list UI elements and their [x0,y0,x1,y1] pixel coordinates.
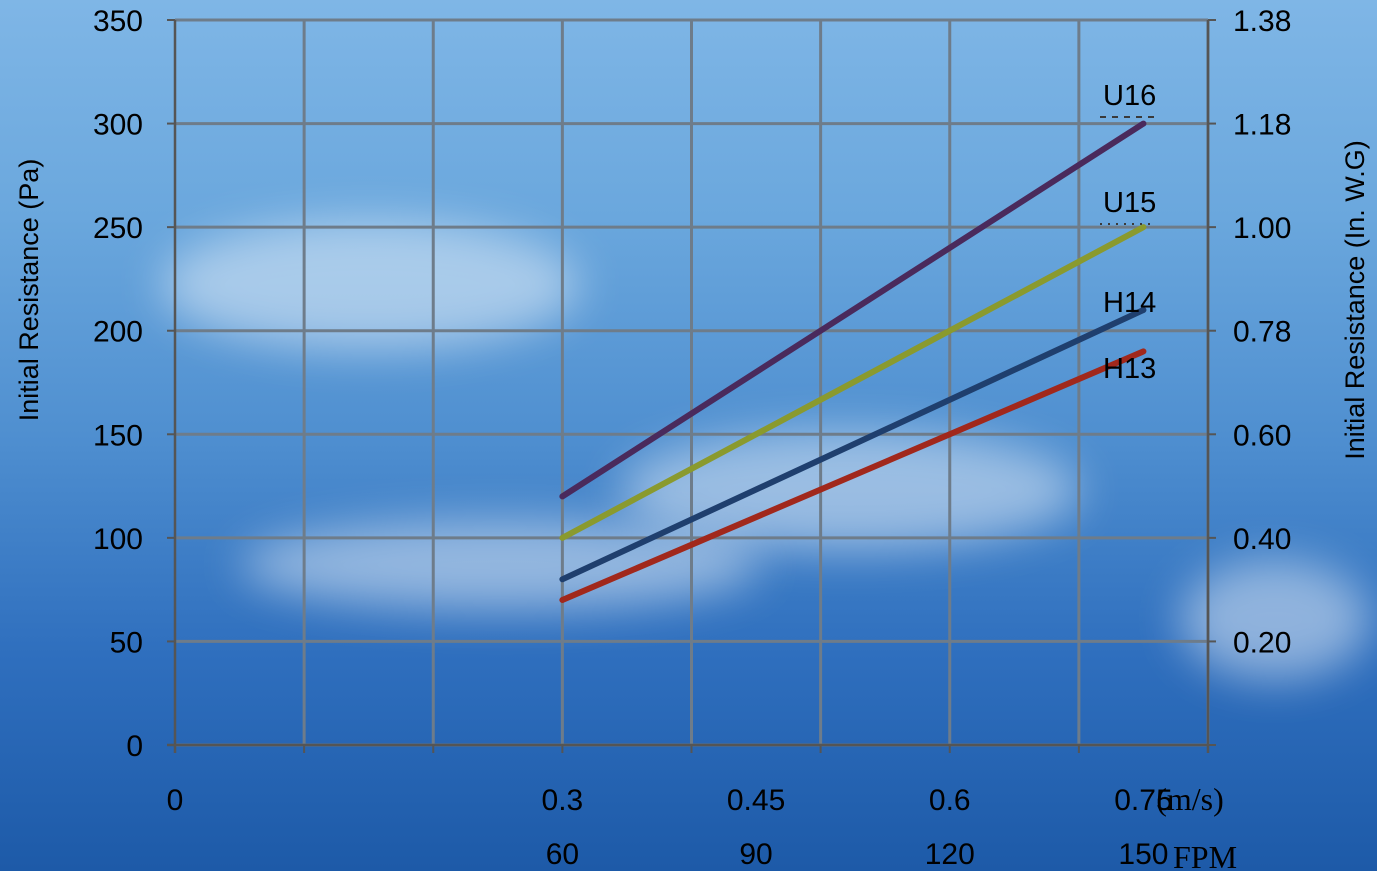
y-tick-label: 0 [126,730,143,763]
x-tick-label: 0.75 [1114,784,1172,817]
y-tick-label: 250 [93,212,143,245]
background-cloud [1180,560,1370,680]
x-tick-label: 0.6 [929,784,971,817]
fpm-tick-label: 150 [1118,838,1168,871]
y-tick-label: 50 [110,626,143,659]
y-tick-label: 100 [93,523,143,556]
y2-tick-label: 1.00 [1233,212,1291,245]
series-line-u15 [559,224,1147,541]
fpm-tick-label: 60 [546,838,579,871]
x-tick-label: 0.45 [727,784,785,817]
y-tick-label: 300 [93,109,143,142]
series-line-h14 [559,307,1147,583]
tick-labels: 0501001502002503003500.200.400.600.781.0… [93,5,1291,871]
series-line-u16 [559,120,1147,500]
series-label-u15: U15 [1103,187,1156,219]
right-axis-title: Initial Resistance (In. W.G) [1340,140,1370,460]
background-cloud [160,220,580,350]
fpm-unit-label: FPM [1173,839,1237,871]
y2-tick-label: 0.60 [1233,419,1291,452]
y2-tick-label: 1.38 [1233,5,1291,38]
series-lines [559,120,1147,603]
left-axis-title: Initial Resistance (Pa) [14,159,44,422]
axes [167,19,1216,753]
x-tick-label: 0 [167,784,184,817]
y-tick-label: 200 [93,316,143,349]
series-label-h13: H13 [1103,353,1156,385]
series-line-h13 [559,348,1147,603]
y-tick-label: 350 [93,5,143,38]
fpm-tick-label: 120 [925,838,975,871]
x-tick-label: 0.3 [542,784,584,817]
grid [175,18,1210,747]
x-unit-label: (m/s) [1156,781,1224,817]
series-label-u16: U16 [1103,80,1156,112]
fpm-tick-label: 90 [739,838,772,871]
y-tick-label: 150 [93,419,143,452]
y2-tick-label: 1.18 [1233,109,1291,142]
series-label-h14: H14 [1103,287,1156,319]
background-cloud [240,520,760,610]
y2-tick-label: 0.40 [1233,523,1291,556]
y2-tick-label: 0.20 [1233,626,1291,659]
y2-tick-label: 0.78 [1233,316,1291,349]
background-cloud [620,430,1080,550]
